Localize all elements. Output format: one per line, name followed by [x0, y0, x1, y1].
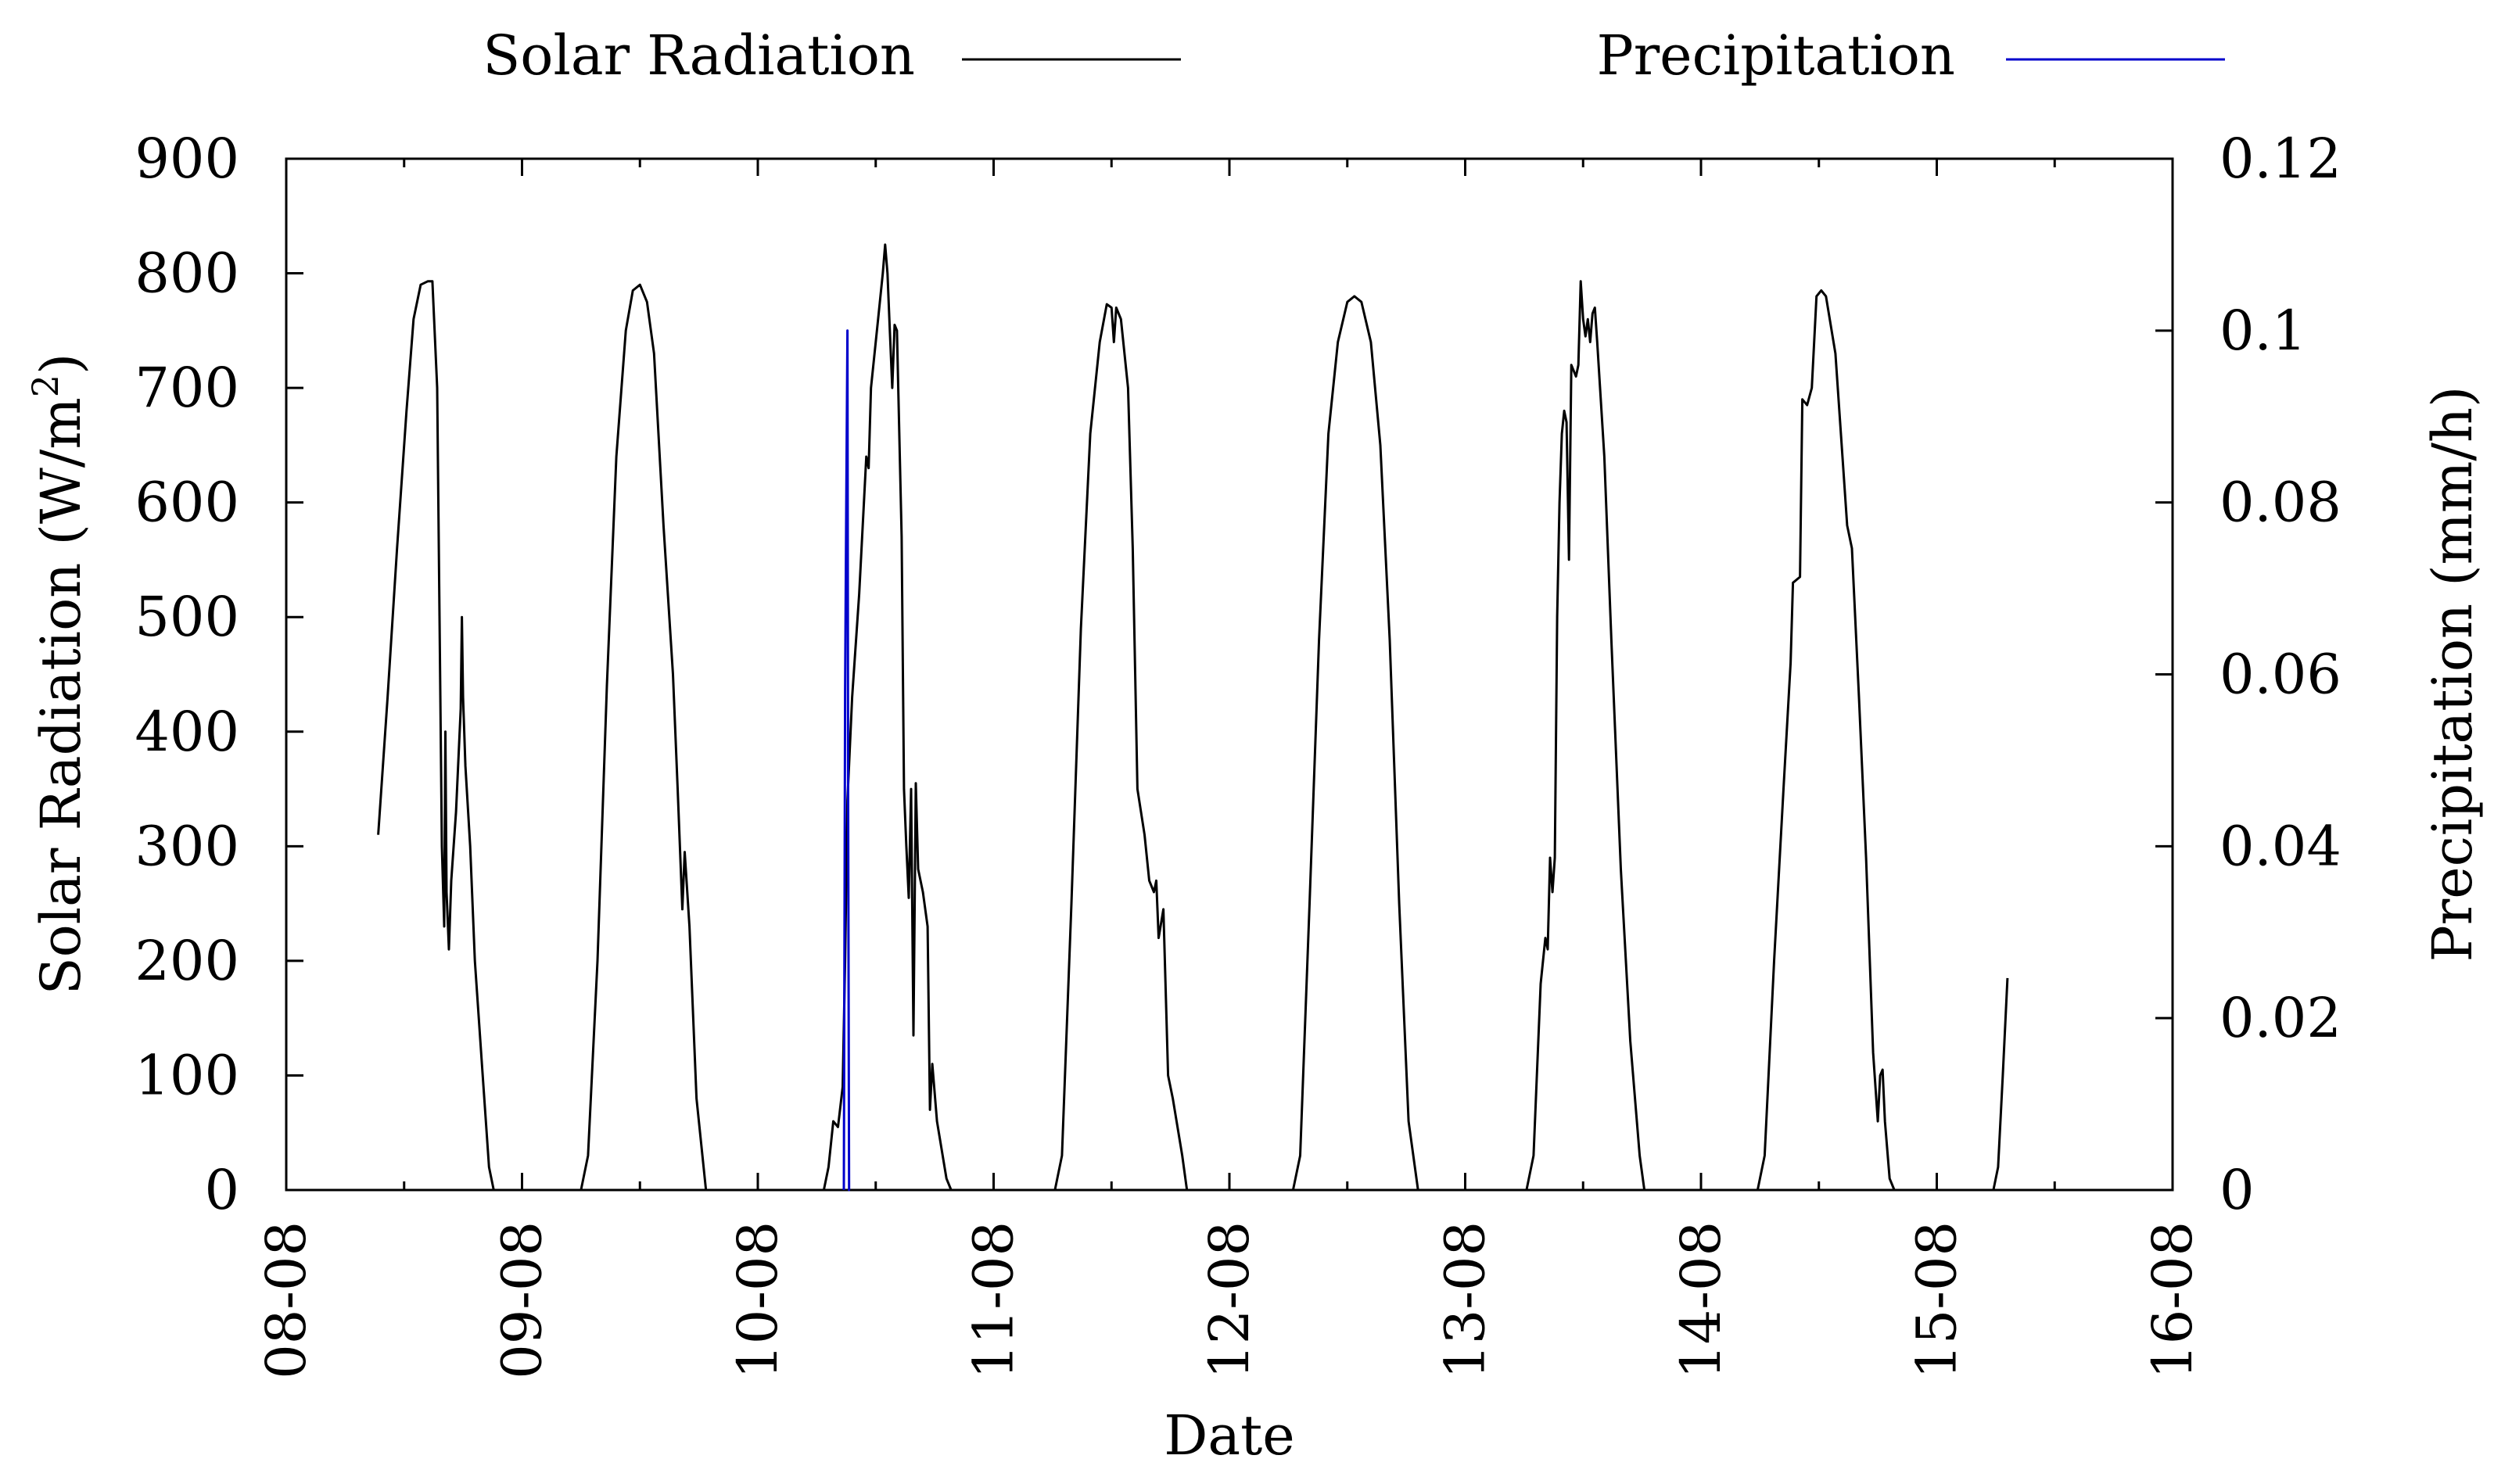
- legend-label-precipitation: Precipitation: [1597, 23, 1955, 88]
- x-tick-label: 14-08: [1669, 1221, 1733, 1379]
- series-line-solar-radiation: [377, 243, 2009, 1192]
- y-right-tick-label: 0.02: [2219, 986, 2341, 1050]
- y-right-tick-label: 0.12: [2219, 127, 2341, 191]
- y-left-tick-label: 900: [135, 127, 239, 191]
- y-left-tick-label: 300: [135, 814, 239, 878]
- x-tick-label: 16-08: [2141, 1221, 2205, 1379]
- y-left-tick-label: 700: [135, 356, 239, 420]
- y-left-tick-label: 800: [135, 242, 239, 306]
- y-left-axis-ticks: 0 100 200 300 400 500 600 700 800 900: [135, 127, 303, 1222]
- y-left-axis-title: Solar Radiation (W/m2): [24, 353, 93, 995]
- x-axis-title: Date: [1164, 1403, 1294, 1468]
- y-right-tick-label: 0.1: [2219, 299, 2306, 363]
- y-right-axis-ticks: 0 0.02 0.04 0.06 0.08 0.1 0.12: [2155, 127, 2341, 1222]
- y-left-axis-title-superscript: 2: [24, 375, 66, 397]
- x-tick-label: 10-08: [726, 1221, 790, 1379]
- y-left-axis-title-end: ): [29, 353, 93, 375]
- y-right-tick-label: 0: [2219, 1158, 2255, 1222]
- legend: Solar Radiation Precipitation: [483, 23, 2225, 88]
- x-tick-label: 09-08: [490, 1221, 554, 1379]
- y-right-tick-label: 0.04: [2219, 814, 2341, 878]
- series-line-precipitation: [842, 329, 851, 1192]
- x-tick-label: 11-08: [962, 1221, 1026, 1379]
- y-right-axis-title: Precipitation (mm/h): [2420, 386, 2485, 962]
- x-tick-label: 15-08: [1905, 1221, 1969, 1379]
- y-left-tick-label: 400: [135, 700, 239, 764]
- y-right-tick-label: 0.06: [2219, 643, 2341, 707]
- y-right-tick-label: 0.08: [2219, 471, 2341, 535]
- y-left-tick-label: 200: [135, 929, 239, 993]
- x-axis-ticks: 08-08 09-08 10-08 11-08 12-08 13-08 14-08 15-08…: [254, 159, 2205, 1379]
- y-left-tick-label: 100: [135, 1043, 239, 1107]
- y-left-tick-label: 500: [135, 585, 239, 649]
- y-left-tick-label: 0: [204, 1158, 239, 1222]
- plot-frame: [285, 157, 2174, 1192]
- y-left-tick-label: 600: [135, 471, 239, 535]
- legend-label-solar-radiation: Solar Radiation: [483, 23, 915, 88]
- x-tick-label: 12-08: [1197, 1221, 1261, 1379]
- y-left-axis-title-main: Solar Radiation (W/m: [29, 397, 93, 995]
- x-tick-label: 13-08: [1434, 1221, 1498, 1379]
- x-tick-label: 08-08: [254, 1221, 318, 1379]
